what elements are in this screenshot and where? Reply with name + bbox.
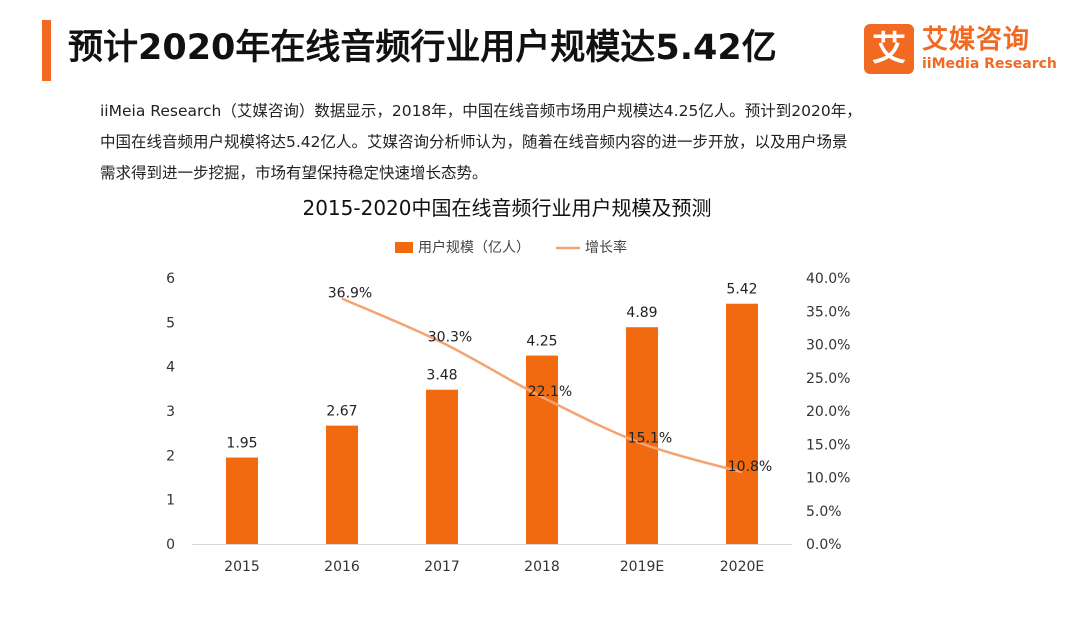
growth-value-label: 36.9%: [328, 286, 372, 302]
logo-mark: 艾: [864, 24, 914, 74]
left-axis-tick-label: 6: [166, 271, 175, 287]
chart-title: 2015-2020中国在线音频行业用户规模及预测: [302, 196, 712, 220]
right-axis-tick-label: 15.0%: [806, 437, 850, 453]
left-axis-tick-label: 5: [166, 315, 175, 331]
x-axis-ticks: 2015 2016 2017 2018 2019E 2020E: [224, 559, 764, 575]
page-title: 预计2020年在线音频行业用户规模达5.42亿: [68, 28, 777, 68]
right-axis-tick-label: 40.0%: [806, 271, 850, 287]
bar-value-label: 2.67: [326, 404, 357, 420]
legend-bar-label: 用户规模（亿人）: [418, 239, 530, 256]
bar-value-label: 4.25: [526, 334, 557, 350]
growth-value-label: 10.8%: [728, 459, 772, 475]
growth-line-series: 36.9% 30.3% 22.1% 15.1% 10.8%: [328, 286, 772, 476]
summary-line-2: 中国在线音频用户规模将达5.42亿人。艾媒咨询分析师认为，随着在线音频内容的进一…: [100, 133, 848, 151]
summary-line-1: iiMeia Research（艾媒咨询）数据显示，2018年，中国在线音频市场…: [100, 102, 862, 120]
legend-bar-swatch: [395, 242, 413, 253]
bar: [226, 457, 258, 544]
right-axis-tick-label: 20.0%: [806, 404, 850, 420]
logo-name-cn: 艾媒咨询: [922, 25, 1031, 55]
growth-value-label: 15.1%: [628, 431, 672, 447]
x-axis-tick-label: 2016: [324, 559, 360, 575]
left-y-axis: 0 1 2 3 4 5 6: [166, 271, 175, 553]
right-axis-tick-label: 0.0%: [806, 537, 842, 553]
growth-value-label: 22.1%: [528, 384, 572, 400]
iimedia-logo: 艾 艾媒咨询 iiMedia Research: [864, 24, 1057, 76]
growth-line: [341, 297, 743, 474]
right-axis-tick-label: 5.0%: [806, 504, 842, 520]
title-accent-bar: [42, 20, 51, 81]
x-axis-tick-label: 2018: [524, 559, 560, 575]
right-axis-tick-label: 30.0%: [806, 338, 850, 354]
bar: [726, 303, 758, 544]
right-y-axis: 0.0% 5.0% 10.0% 15.0% 20.0% 25.0% 30.0% 35.0% 40…: [806, 271, 850, 553]
right-axis-tick-label: 35.0%: [806, 304, 850, 320]
bar-value-label: 3.48: [426, 368, 457, 384]
summary-paragraph: iiMeia Research（艾媒咨询）数据显示，2018年，中国在线音频市场…: [100, 96, 960, 189]
bar: [326, 425, 358, 544]
right-axis-tick-label: 10.0%: [806, 471, 850, 487]
bar: [526, 355, 558, 544]
bar-value-label: 5.42: [726, 282, 757, 298]
left-axis-tick-label: 2: [166, 448, 175, 464]
chart-legend: 用户规模（亿人） 增长率: [395, 239, 627, 256]
x-axis-tick-label: 2017: [424, 559, 460, 575]
bar: [426, 389, 458, 544]
x-axis-tick-label: 2015: [224, 559, 260, 575]
bar-value-label: 1.95: [226, 436, 257, 452]
x-axis-tick-label: 2020E: [720, 559, 764, 575]
summary-line-3: 需求得到进一步挖掘，市场有望保持稳定快速增长态势。: [100, 164, 488, 182]
left-axis-tick-label: 0: [166, 537, 175, 553]
left-axis-tick-label: 1: [166, 493, 175, 509]
left-axis-tick-label: 4: [166, 360, 175, 376]
logo-name-en: iiMedia Research: [922, 56, 1057, 72]
bar: [626, 327, 658, 544]
left-axis-tick-label: 3: [166, 404, 175, 420]
legend-line-label: 增长率: [585, 239, 627, 256]
bar-series: 1.95 2.67 3.48 4.25 4.89 5.42: [226, 282, 758, 544]
bar-value-label: 4.89: [626, 305, 657, 321]
right-axis-tick-label: 25.0%: [806, 371, 850, 387]
x-axis-tick-label: 2019E: [620, 559, 664, 575]
growth-value-label: 30.3%: [428, 330, 472, 346]
